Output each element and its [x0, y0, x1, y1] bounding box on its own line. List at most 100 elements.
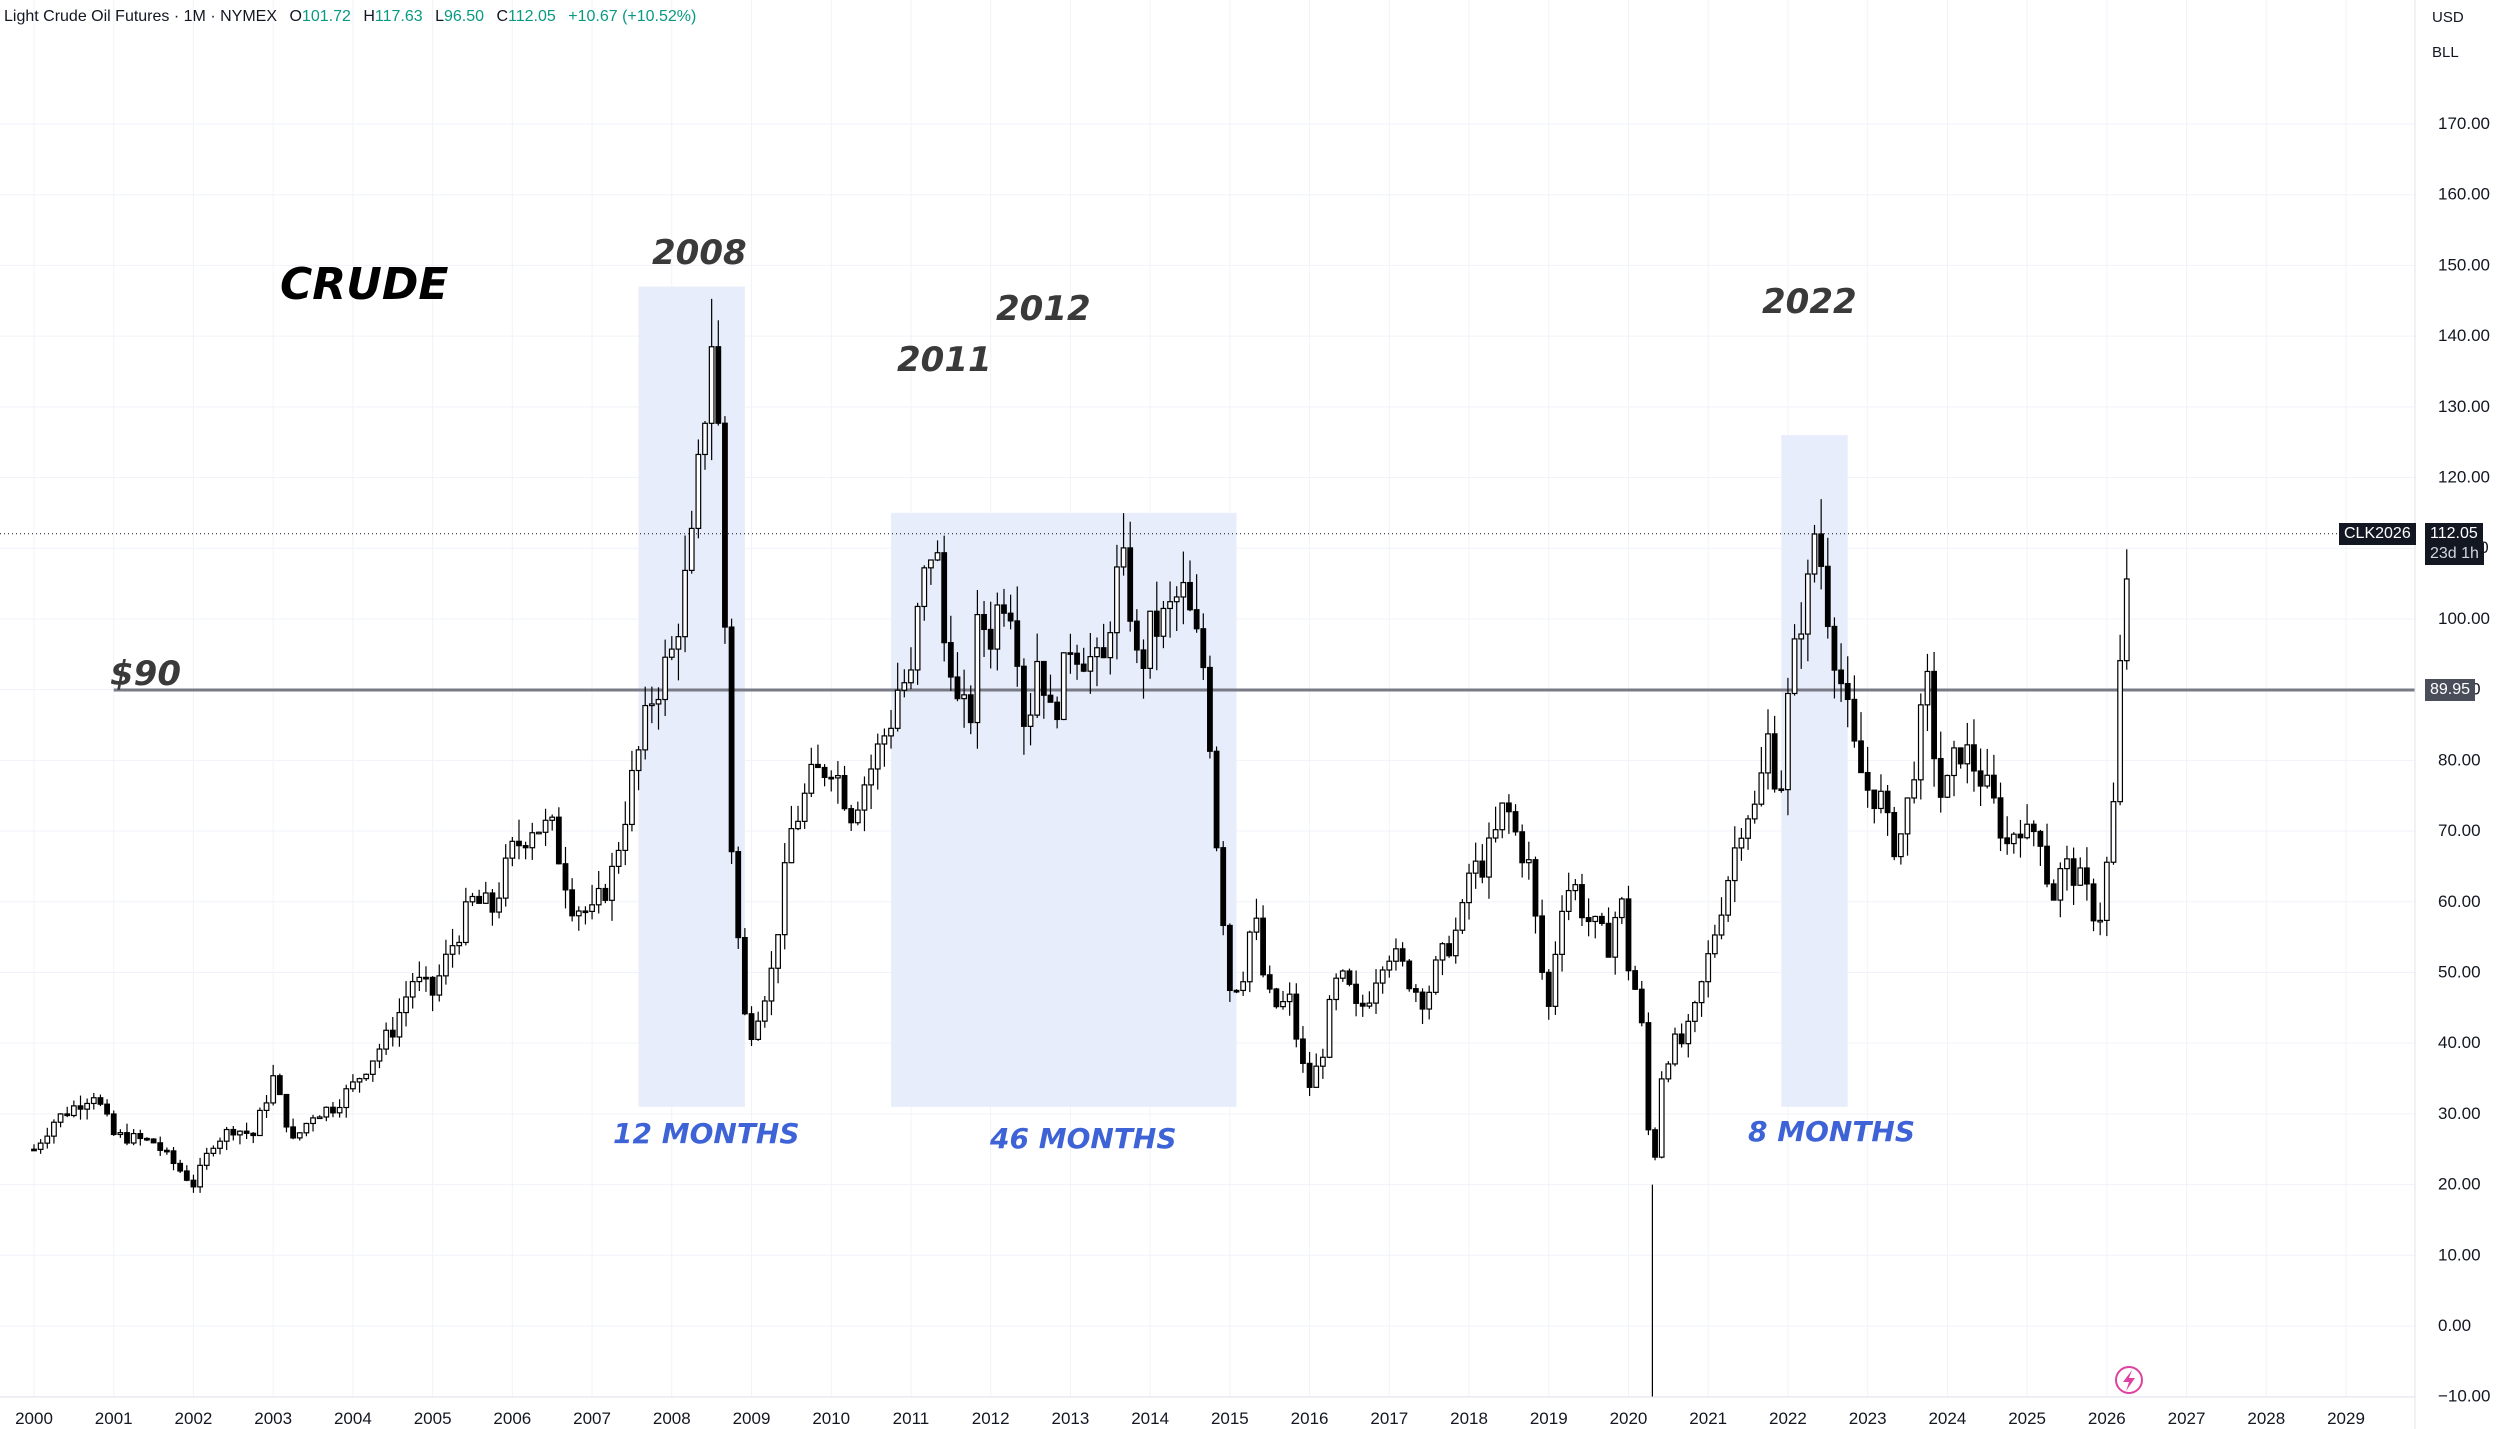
y-tick-label: 160.00: [2438, 185, 2490, 204]
candle-body: [1273, 988, 1280, 1008]
unit-label[interactable]: BLL: [2432, 44, 2459, 61]
x-tick-label: 2018: [1450, 1409, 1488, 1428]
open-label: O: [289, 8, 302, 25]
candle-body: [1957, 747, 1964, 765]
candle-body: [210, 1147, 217, 1154]
x-tick-label: 2023: [1849, 1409, 1887, 1428]
candle-body: [2044, 845, 2050, 885]
candle-body: [356, 1078, 363, 1083]
candle-body: [834, 774, 841, 779]
candle-body: [1133, 620, 1140, 651]
candle-body: [1326, 998, 1333, 1058]
candle-body: [1280, 1001, 1286, 1008]
candle-body: [502, 857, 509, 899]
candle-body: [1459, 902, 1466, 931]
candles[interactable]: [31, 298, 2130, 1397]
candle-body: [795, 820, 801, 830]
high-label: H: [363, 8, 375, 25]
candle-body: [1525, 859, 1532, 864]
candle-body: [1618, 898, 1625, 919]
symbol-name[interactable]: Light Crude Oil Futures: [4, 8, 170, 25]
exchange: NYMEX: [220, 8, 278, 25]
level-line[interactable]: [0, 533, 2415, 692]
change-value: +10.67 (+10.52%): [568, 8, 697, 25]
high-value: 117.63: [374, 8, 423, 25]
y-tick-label: 20.00: [2438, 1175, 2481, 1194]
candle-body: [1751, 803, 1758, 820]
candle-body: [675, 636, 682, 650]
candle-body: [1193, 609, 1200, 630]
candle-body: [1592, 915, 1599, 923]
candle-body: [383, 1029, 390, 1050]
year-label-2022: 2022: [1762, 282, 1857, 322]
close-label: C: [496, 8, 509, 25]
candle-body: [1658, 1078, 1665, 1158]
candle-body: [409, 980, 416, 998]
candle-body: [1725, 879, 1732, 916]
interval[interactable]: 1M: [183, 8, 206, 25]
candle-body: [1844, 682, 1851, 701]
y-tick-label: 10.00: [2438, 1245, 2481, 1264]
candle-body: [1599, 915, 1605, 924]
candle-body: [51, 1121, 57, 1137]
candle-body: [1579, 884, 1585, 919]
candle-body: [1559, 910, 1565, 955]
candle-body: [2110, 801, 2117, 863]
candle-body: [1678, 1033, 1685, 1045]
candle-body: [1984, 774, 1991, 787]
bolt-icon[interactable]: [2115, 1366, 2143, 1394]
candle-body: [343, 1088, 350, 1109]
candle-body: [2037, 830, 2044, 847]
x-tick-label: 2029: [2327, 1409, 2365, 1428]
y-tick-label: 150.00: [2438, 255, 2490, 274]
candle-body: [781, 862, 788, 936]
candle-body: [1479, 860, 1486, 878]
candle-body: [1100, 647, 1107, 659]
candle-body: [908, 669, 914, 684]
candle-body: [981, 614, 987, 631]
candle-body: [1426, 991, 1433, 1010]
candle-body: [57, 1113, 64, 1123]
candle-body: [1067, 652, 1074, 655]
candle-body: [1818, 533, 1825, 567]
candle-body: [250, 1132, 257, 1137]
candle-body: [1167, 601, 1173, 610]
candle-body: [1140, 649, 1147, 669]
time-axis[interactable]: 2000 2001 2002 2003 2004 2005 2006 2007 2008 2009…: [15, 1409, 2365, 1428]
candle-body: [84, 1102, 91, 1110]
candle-body: [1472, 860, 1479, 874]
candle-body: [476, 895, 483, 904]
symbol-header[interactable]: Light Crude Oil Futures · 1M · NYMEX O10…: [4, 8, 697, 25]
candle-body: [1366, 1002, 1373, 1007]
candle-body: [1924, 670, 1931, 706]
candle-body: [1187, 581, 1193, 611]
candle-body: [1233, 989, 1240, 993]
candle-body: [223, 1128, 230, 1142]
candle-body: [582, 910, 589, 914]
close-value: 112.05: [508, 8, 556, 25]
candle-body: [509, 840, 516, 859]
y-tick-label: 0.00: [2438, 1316, 2471, 1335]
price-axis[interactable]: 170.00160.00150.00140.00130.00120.00110.…: [2438, 114, 2490, 1406]
candle-body: [575, 910, 582, 917]
candle-body: [1293, 993, 1300, 1040]
candle-body: [1027, 714, 1034, 727]
candle-body: [1937, 757, 1944, 798]
candle-body: [755, 1020, 762, 1041]
currency-label[interactable]: USD: [2432, 9, 2464, 26]
candle-body: [1412, 988, 1419, 993]
candle-body: [974, 614, 981, 724]
candle-body: [1007, 612, 1014, 622]
candle-body: [1831, 625, 1838, 671]
candle-body: [1466, 872, 1472, 904]
candle-body: [97, 1097, 104, 1105]
candle-body: [263, 1102, 270, 1112]
candle-body: [1698, 981, 1705, 1004]
candle-body: [549, 816, 556, 821]
candle-body: [1785, 692, 1791, 791]
candle-body: [104, 1103, 110, 1115]
candle-body: [1240, 981, 1247, 992]
candle-body: [1731, 847, 1738, 882]
candle-body: [276, 1075, 283, 1096]
